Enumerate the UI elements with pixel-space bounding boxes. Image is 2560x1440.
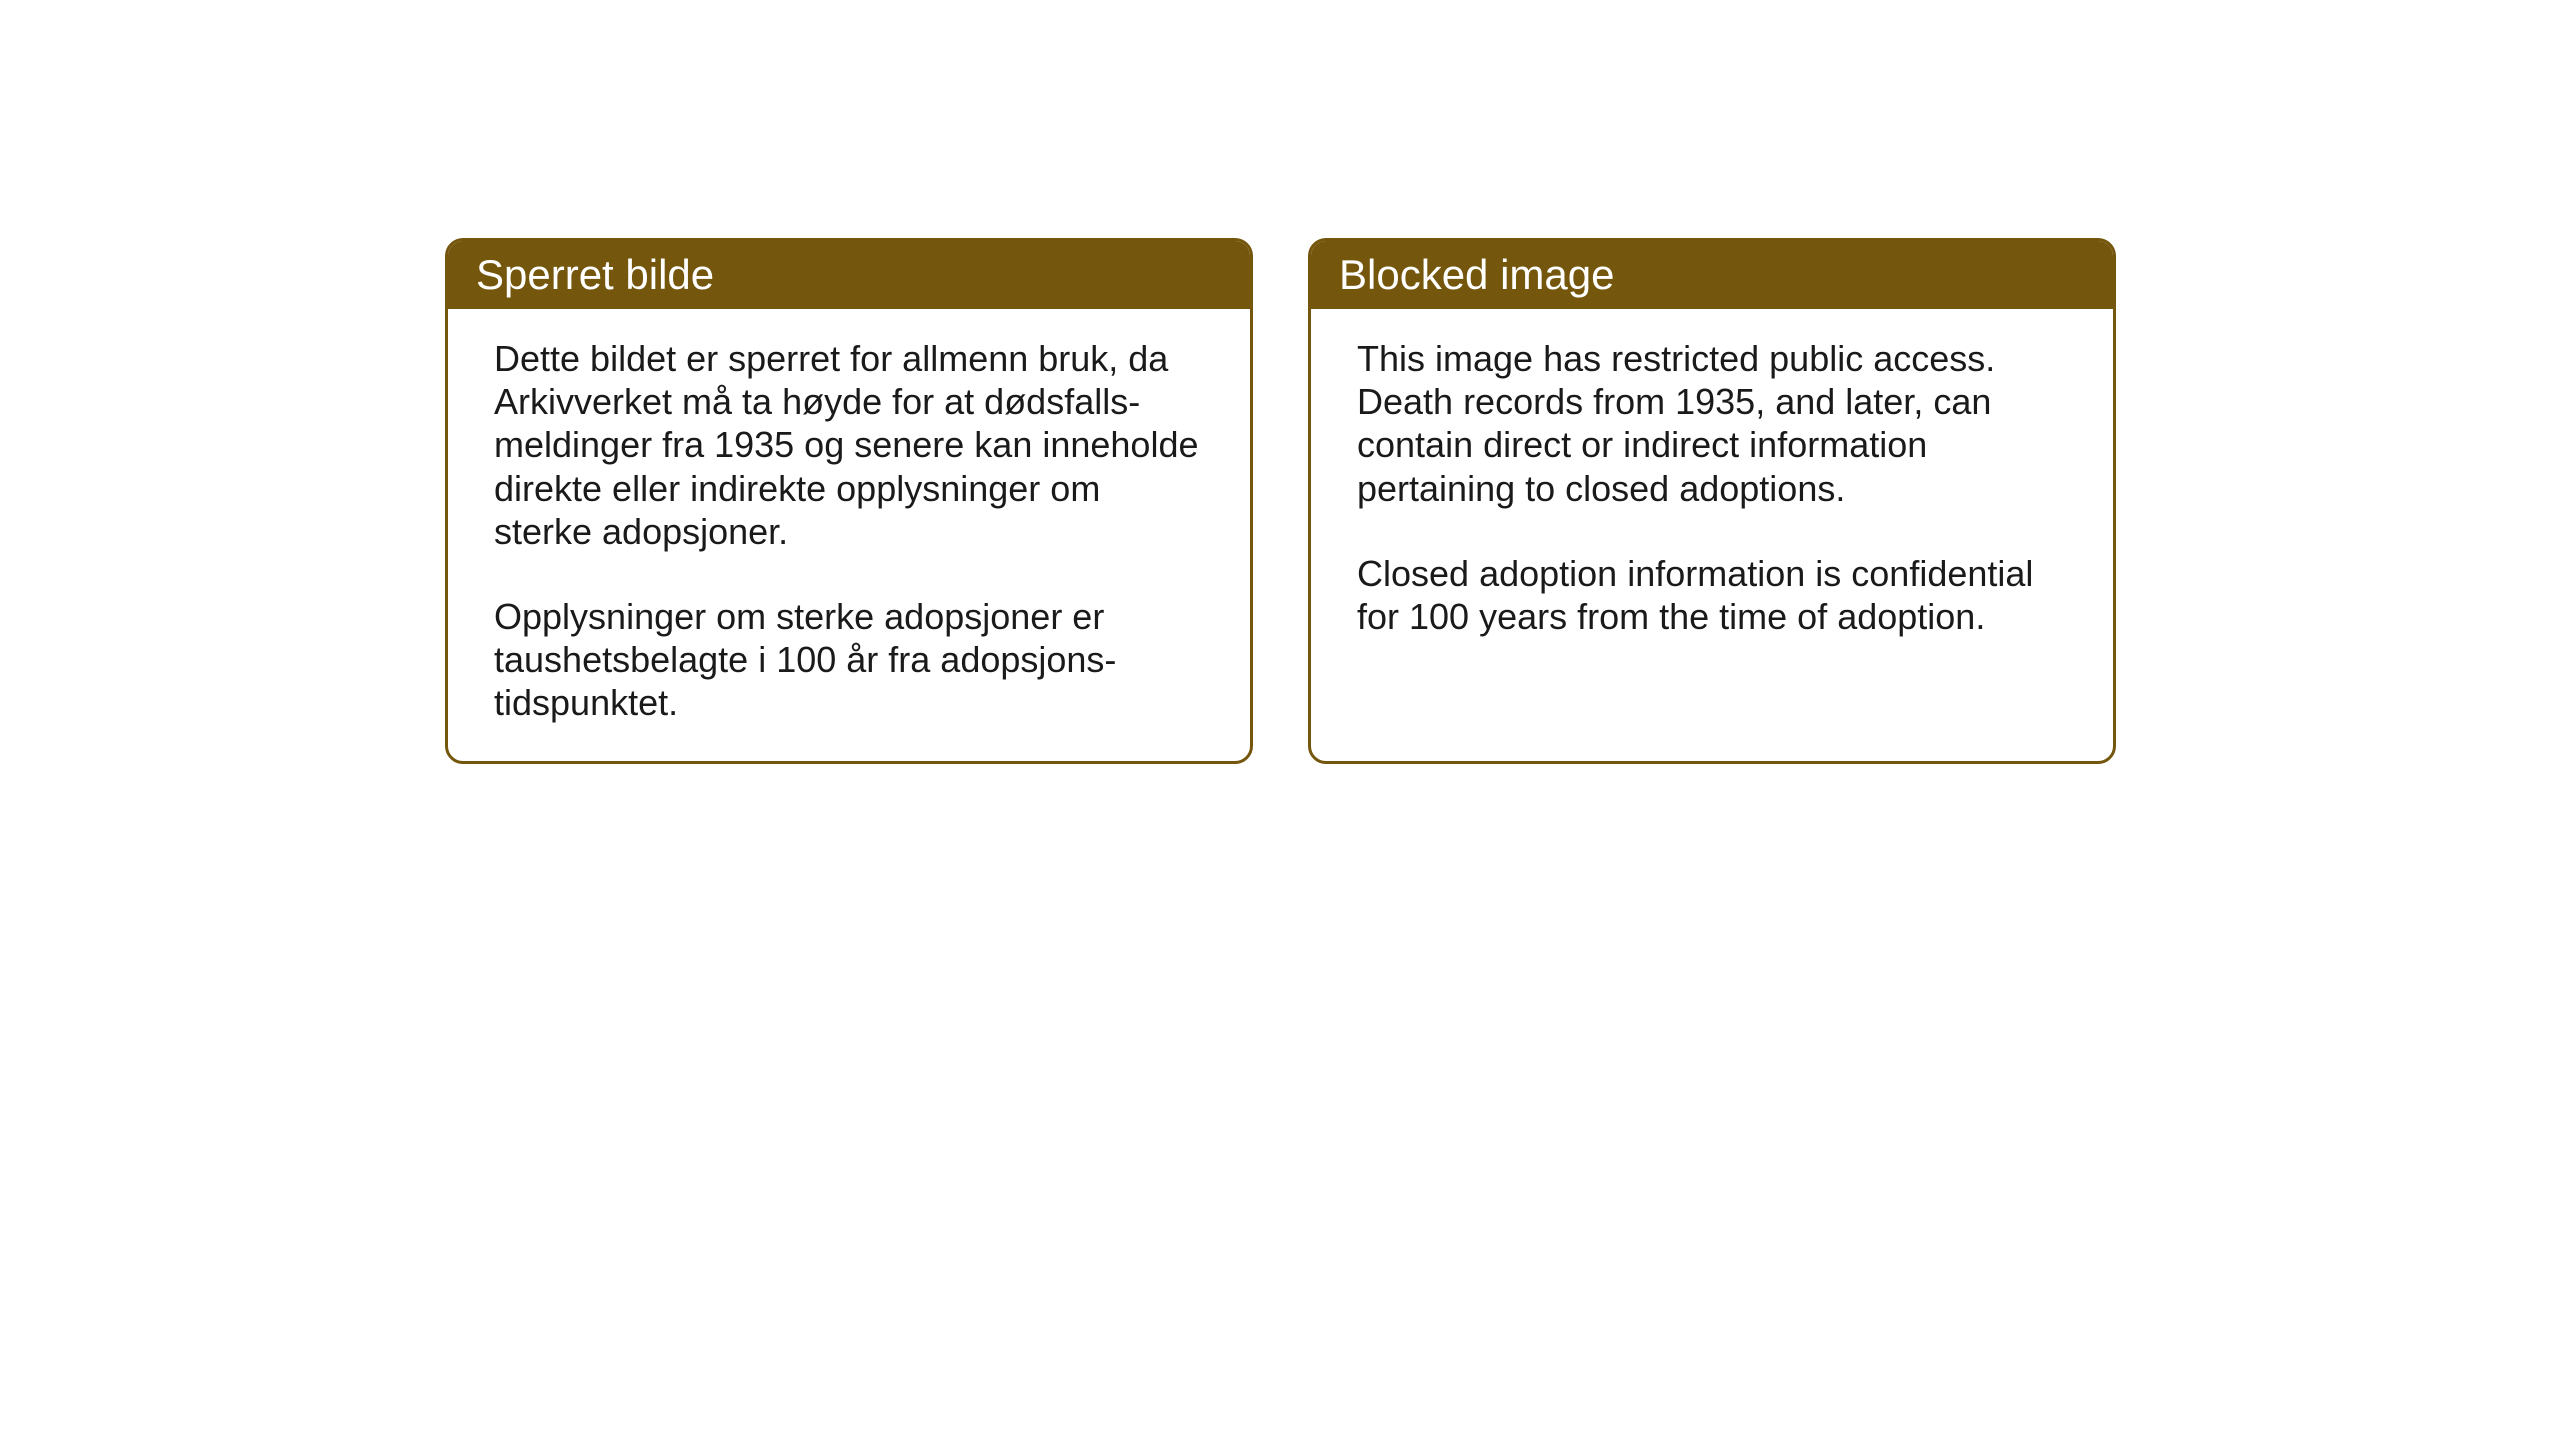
norwegian-card-title: Sperret bilde <box>476 251 714 298</box>
english-paragraph-2: Closed adoption information is confident… <box>1357 552 2067 638</box>
english-card-header: Blocked image <box>1311 241 2113 309</box>
notice-container: Sperret bilde Dette bildet er sperret fo… <box>445 238 2116 764</box>
norwegian-card-header: Sperret bilde <box>448 241 1250 309</box>
norwegian-card-body: Dette bildet er sperret for allmenn bruk… <box>448 309 1250 761</box>
norwegian-paragraph-2: Opplysninger om sterke adopsjoner er tau… <box>494 595 1204 725</box>
norwegian-notice-card: Sperret bilde Dette bildet er sperret fo… <box>445 238 1253 764</box>
norwegian-paragraph-1: Dette bildet er sperret for allmenn bruk… <box>494 337 1204 553</box>
english-paragraph-1: This image has restricted public access.… <box>1357 337 2067 510</box>
english-card-title: Blocked image <box>1339 251 1614 298</box>
english-notice-card: Blocked image This image has restricted … <box>1308 238 2116 764</box>
english-card-body: This image has restricted public access.… <box>1311 309 2113 749</box>
